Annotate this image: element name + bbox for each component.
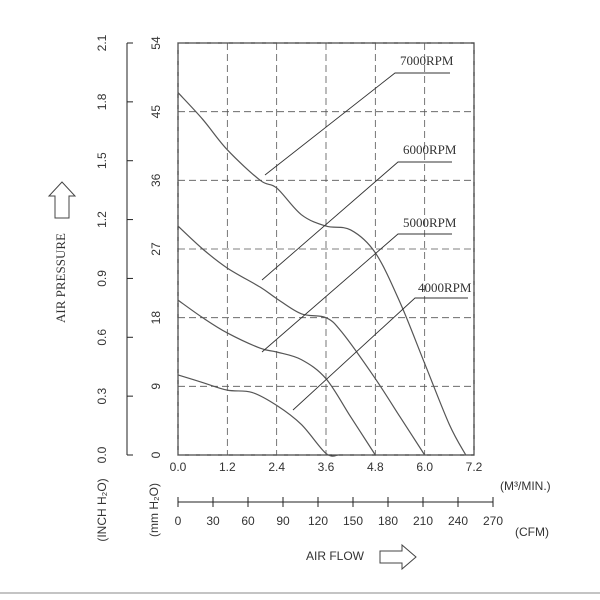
x2-tick-label: 240	[448, 514, 468, 528]
y2-tick-label: 1.2	[95, 211, 109, 228]
x2-tick-label: 270	[483, 514, 503, 528]
y-tick-label: 54	[149, 36, 163, 50]
leader-line	[261, 233, 452, 353]
y-tick-label: 45	[149, 105, 163, 119]
curve	[177, 225, 426, 456]
x-tick-label: 6.0	[416, 460, 433, 474]
right-arrow	[379, 543, 417, 571]
y2-tick-label: 1.8	[95, 93, 109, 110]
x-unit: (M³/MIN.)	[500, 479, 551, 493]
x2-tick-label: 90	[276, 514, 290, 528]
y-tick-label: 36	[149, 173, 163, 187]
x2-tick-label: 30	[206, 514, 220, 528]
x2-tick-label: 150	[343, 514, 363, 528]
x-label: AIR FLOW	[306, 549, 365, 563]
series-label: 7000RPM	[400, 53, 454, 68]
x-tick-label: 4.8	[367, 460, 384, 474]
y-tick-label: 9	[149, 383, 163, 390]
x2-tick-label: 120	[308, 514, 328, 528]
leader-line	[264, 72, 450, 176]
curve	[177, 299, 376, 456]
y2-tick-label: 1.5	[95, 152, 109, 169]
curve	[177, 374, 339, 457]
x2-tick-label: 210	[413, 514, 433, 528]
y-tick-label: 0	[149, 451, 163, 458]
x2-tick-label: 180	[378, 514, 398, 528]
y-tick-label: 27	[149, 242, 163, 256]
x-tick-label: 0.0	[170, 460, 187, 474]
curve	[177, 92, 467, 456]
x2-tick-label: 60	[241, 514, 255, 528]
y2-tick-label: 2.1	[95, 34, 109, 51]
series-label: 6000RPM	[403, 142, 457, 157]
series-label: 5000RPM	[403, 215, 457, 230]
up-arrow	[47, 181, 77, 219]
y2-tick-label: 0.6	[95, 329, 109, 346]
y2-tick-label: 0.3	[95, 387, 109, 404]
leader-line	[261, 161, 452, 281]
x-tick-label: 3.6	[318, 460, 335, 474]
y-label: AIR PRESSURE	[53, 233, 68, 323]
leader-line	[292, 297, 468, 411]
y2-unit: (INCH H₂O)	[95, 478, 109, 541]
y-tick-label: 18	[149, 311, 163, 325]
x2-tick-label: 0	[175, 514, 182, 528]
y-unit: (mm H₂O)	[147, 483, 161, 537]
x-tick-label: 7.2	[466, 460, 483, 474]
y2-tick-label: 0.9	[95, 270, 109, 287]
y2-tick-label: 0.0	[95, 446, 109, 463]
series-label: 4000RPM	[418, 280, 472, 295]
x-tick-label: 2.4	[268, 460, 285, 474]
x2-unit: (CFM)	[515, 525, 549, 539]
x-tick-label: 1.2	[219, 460, 236, 474]
